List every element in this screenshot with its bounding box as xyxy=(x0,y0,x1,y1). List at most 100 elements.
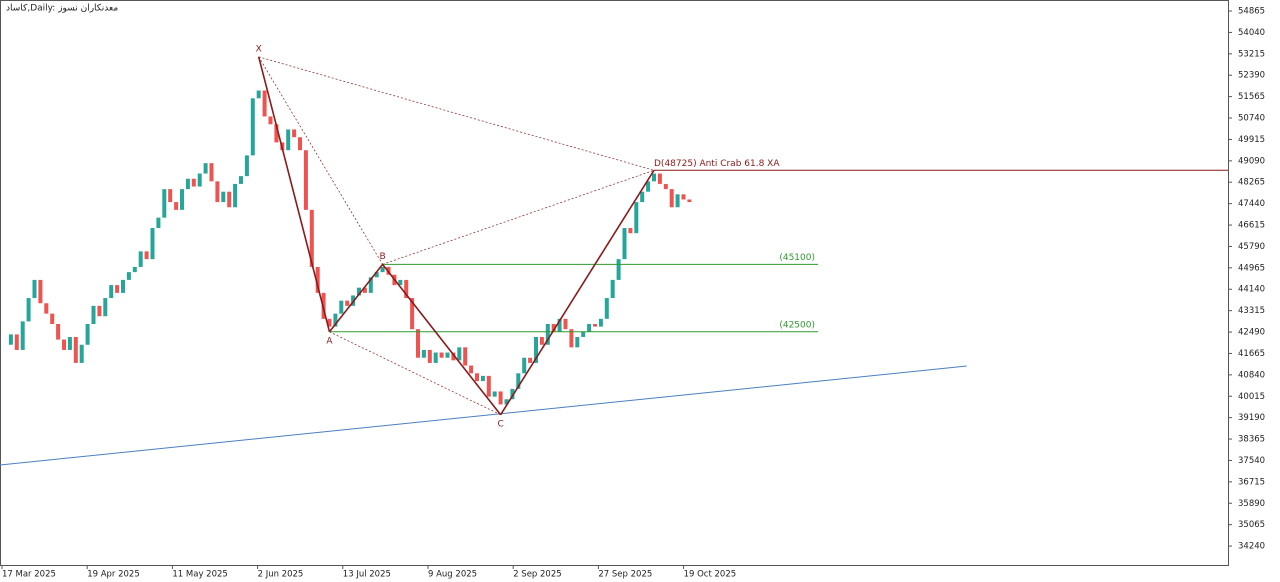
pattern-dotted xyxy=(258,56,655,171)
candle xyxy=(598,318,603,327)
candle xyxy=(516,373,521,389)
candle xyxy=(309,209,314,267)
pattern-leg xyxy=(381,263,502,416)
candle xyxy=(233,183,238,208)
candle xyxy=(333,313,338,327)
pattern-dotted xyxy=(258,56,383,265)
candle xyxy=(115,285,120,293)
candle xyxy=(640,191,645,203)
annotation: D(48725) Anti Crab 61.8 XA xyxy=(654,159,780,169)
candle xyxy=(73,336,78,363)
candle xyxy=(475,373,479,382)
x-tick-label: 19 Oct 2025 xyxy=(684,570,737,580)
y-tick-label: 39190 xyxy=(1238,413,1265,423)
candle xyxy=(38,279,43,304)
candle xyxy=(622,228,627,260)
x-tick-label: 27 Sep 2025 xyxy=(598,570,652,580)
candle xyxy=(504,399,509,405)
y-tick-label: 54865 xyxy=(1238,7,1265,17)
pattern-leg xyxy=(499,169,655,416)
candle xyxy=(663,183,668,190)
candle xyxy=(545,324,550,345)
candle xyxy=(298,137,302,151)
candle xyxy=(604,298,609,319)
candle xyxy=(227,191,232,208)
y-tick-label: 47440 xyxy=(1238,199,1265,209)
candle xyxy=(327,318,332,327)
candle xyxy=(292,129,297,138)
y-tick-label: 44965 xyxy=(1238,263,1265,273)
pattern-point-label: A xyxy=(326,336,333,346)
pattern-leg xyxy=(257,56,331,332)
candle xyxy=(156,217,161,229)
candle xyxy=(180,189,184,210)
candle xyxy=(652,173,656,182)
y-tick-label: 40840 xyxy=(1238,370,1265,380)
candle xyxy=(634,202,639,234)
candle xyxy=(646,181,651,192)
candle xyxy=(103,298,108,317)
candle xyxy=(398,279,403,286)
candle xyxy=(62,339,66,350)
candle xyxy=(610,279,615,299)
candle xyxy=(244,155,249,177)
candle xyxy=(522,357,527,374)
candle xyxy=(109,285,114,299)
pattern-leg xyxy=(328,263,384,333)
candle xyxy=(374,272,379,278)
candle xyxy=(681,194,686,200)
candle xyxy=(463,347,468,366)
candle xyxy=(132,266,137,273)
candle xyxy=(469,365,474,374)
candle xyxy=(32,279,37,299)
y-tick-label: 53215 xyxy=(1238,49,1265,59)
candle xyxy=(368,277,373,293)
y-tick-label: 46615 xyxy=(1238,221,1265,231)
candle xyxy=(534,336,538,363)
candle xyxy=(657,173,662,184)
candle xyxy=(445,352,450,358)
candle xyxy=(510,388,515,400)
y-tick-label: 37540 xyxy=(1238,456,1265,466)
candle xyxy=(209,163,214,182)
candle xyxy=(50,313,55,325)
candle xyxy=(215,181,220,203)
candle xyxy=(362,287,367,293)
x-tick-label: 13 Jul 2025 xyxy=(343,570,391,580)
candle xyxy=(628,228,633,234)
candle xyxy=(138,251,143,267)
y-tick-label: 35890 xyxy=(1238,499,1265,509)
candle xyxy=(26,298,31,322)
candle xyxy=(97,305,102,317)
candle xyxy=(380,266,385,273)
candle xyxy=(91,305,96,325)
candle xyxy=(492,391,497,397)
x-tick-label: 2 Jun 2025 xyxy=(258,570,304,580)
candle xyxy=(486,375,491,397)
x-tick-label: 2 Sep 2025 xyxy=(513,570,561,580)
pattern-point-label: X xyxy=(256,44,262,54)
candle xyxy=(539,336,544,345)
y-tick-label: 49090 xyxy=(1238,156,1265,166)
candle xyxy=(557,318,562,332)
y-tick-label: 38365 xyxy=(1238,435,1265,445)
y-tick-label: 44140 xyxy=(1238,285,1265,295)
candle xyxy=(357,287,361,296)
candle xyxy=(197,173,202,187)
pattern-point-label: B xyxy=(380,252,386,262)
candle xyxy=(421,349,426,358)
candle xyxy=(56,324,61,340)
y-tick-label: 43315 xyxy=(1238,306,1265,316)
y-tick-label: 45790 xyxy=(1238,242,1265,252)
y-tick-label: 49915 xyxy=(1238,135,1265,145)
candle xyxy=(675,194,680,208)
candle xyxy=(593,324,597,327)
candle xyxy=(587,324,592,332)
candle xyxy=(575,336,580,348)
candle xyxy=(274,124,279,143)
candle xyxy=(150,228,155,260)
candle xyxy=(239,176,243,184)
candle xyxy=(315,266,320,293)
candle xyxy=(669,189,674,208)
